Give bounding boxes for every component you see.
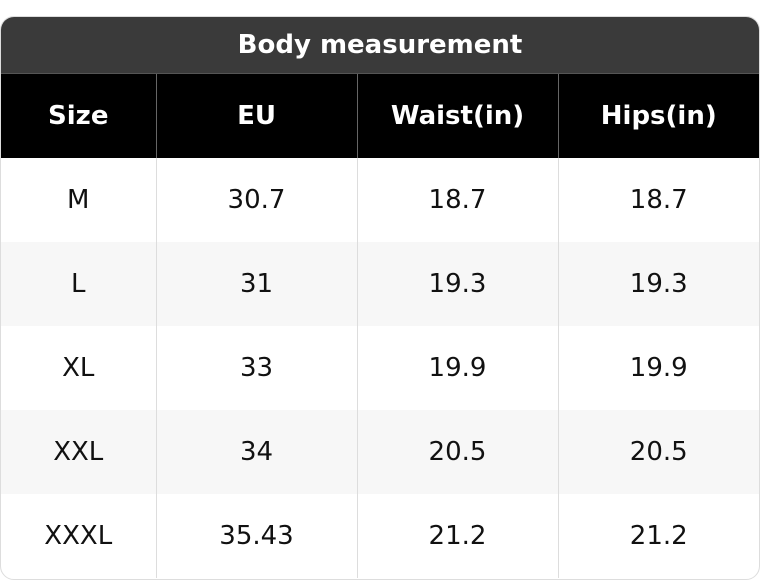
table-cell: XXL: [1, 410, 156, 494]
table-cell: 30.7: [155, 158, 357, 242]
table-cell: 18.7: [356, 158, 558, 242]
table-cell: 35.43: [155, 494, 357, 578]
table: Size EU Waist(in) Hips(in) M 30.7 18.7 18.7 L 31…: [1, 74, 759, 578]
table-cell: 18.7: [557, 158, 759, 242]
table-cell: 19.3: [557, 242, 759, 326]
table-row: XL 33 19.9 19.9: [1, 326, 759, 410]
table-cell: 31: [155, 242, 357, 326]
table-cell: 33: [155, 326, 357, 410]
table-cell: 19.9: [557, 326, 759, 410]
table-row: M 30.7 18.7 18.7: [1, 158, 759, 242]
table-cell: XL: [62, 353, 95, 383]
size-table: Body measurement Size EU Waist(in) Hips(in)…: [0, 16, 760, 580]
table-row: XXXL 35.43 21.2 21.2: [1, 494, 759, 578]
table-cell: L: [1, 242, 156, 326]
table-cell: 19.9: [356, 326, 558, 410]
table-row: XXL 34 20.5 20.5: [1, 410, 759, 494]
header-cell: Hips(in): [557, 74, 759, 158]
table-cell: XXXL: [44, 521, 113, 551]
table-cell: 19.3: [356, 242, 558, 326]
header-cell: EU: [155, 74, 357, 158]
header-cell: Size: [1, 74, 156, 158]
table-cell: 20.5: [557, 410, 759, 494]
table-row: L 31 19.3 19.3: [1, 242, 759, 326]
header-cell: Waist(in): [356, 74, 558, 158]
table-cell: 21.2: [557, 494, 759, 578]
table-cell: M: [67, 185, 90, 215]
table-cell: 20.5: [356, 410, 558, 494]
header-row: Size EU Waist(in) Hips(in): [1, 74, 759, 158]
table-cell: 34: [155, 410, 357, 494]
table-title: Body measurement: [1, 17, 759, 74]
table-cell: 21.2: [356, 494, 558, 578]
table-body: M 30.7 18.7 18.7 L 31 19.3 19.3 XL 33 19.9 19.9 XXL 3…: [1, 158, 759, 578]
